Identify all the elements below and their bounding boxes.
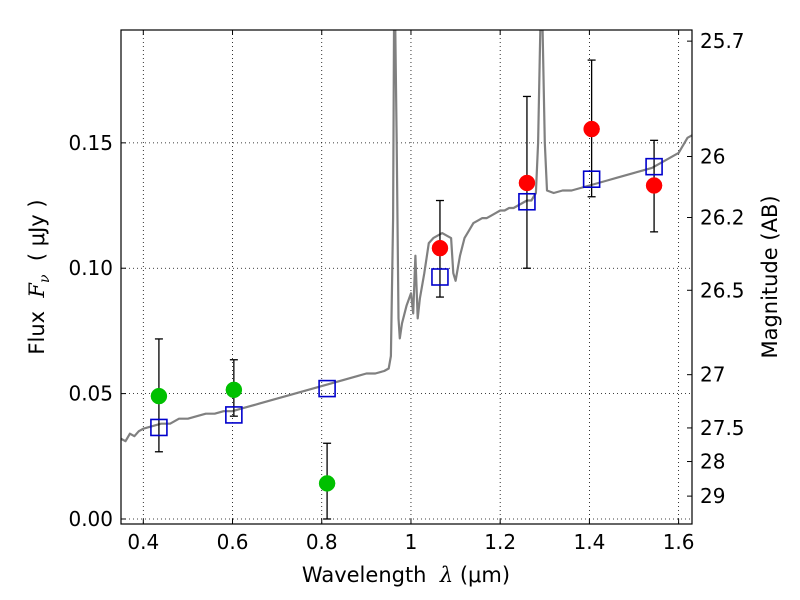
red-data-point xyxy=(431,239,449,257)
green-data-point xyxy=(150,387,168,405)
y2-tick-label: 25.7 xyxy=(700,29,745,53)
y2-tick-label: 29 xyxy=(700,484,725,508)
model-square-marker xyxy=(518,192,536,211)
plot-background xyxy=(121,30,692,524)
y2-tick-label: 26 xyxy=(700,145,725,169)
y2-tick-label: 28 xyxy=(700,450,725,474)
y-tick-label: 0.00 xyxy=(68,507,113,531)
y-tick-label: 0.15 xyxy=(68,131,113,155)
y-axis-label: Flux Fν ( μJy ) xyxy=(25,199,53,354)
model-square-marker xyxy=(645,157,663,176)
model-square-marker xyxy=(318,379,336,398)
model-square-marker xyxy=(225,406,243,424)
y-tick-label: 0.10 xyxy=(68,256,113,280)
red-data-point xyxy=(583,120,600,138)
x-tick-label: 1.4 xyxy=(573,530,605,554)
x-tick-label: 0.4 xyxy=(127,530,159,554)
y2-tick-label: 26.2 xyxy=(700,205,745,229)
x-tick-label: 0.6 xyxy=(217,530,249,554)
x-tick-label: 0.8 xyxy=(306,530,338,554)
markers xyxy=(150,120,663,492)
red-data-point xyxy=(645,177,663,194)
red-data-point xyxy=(518,174,536,192)
x-tick-label: 1.6 xyxy=(663,530,695,554)
axis-ticks: 0.4 0.6 0.8 1 1.2 1.4 1.6 0.00 0.05 0.10 0.15 25.7 2… xyxy=(68,29,744,554)
model-square-marker xyxy=(150,418,168,437)
model-square-marker xyxy=(431,268,449,286)
y-tick-label: 0.05 xyxy=(68,382,113,406)
y2-tick-label: 27.5 xyxy=(700,416,745,440)
y2-tick-label: 26.5 xyxy=(700,278,745,302)
data-points-layer xyxy=(150,59,663,520)
y2-axis-label: Magnitude (AB) xyxy=(758,195,782,358)
plot-frame xyxy=(120,29,693,525)
y2-tick-label: 27 xyxy=(700,363,725,387)
model-square-marker xyxy=(582,170,601,189)
x-tick-label: 1.2 xyxy=(484,530,516,554)
green-data-point xyxy=(318,475,336,492)
green-data-point xyxy=(225,381,243,399)
x-axis-label: Wavelength λ (μm) xyxy=(302,563,510,587)
x-tick-label: 1 xyxy=(405,530,418,554)
